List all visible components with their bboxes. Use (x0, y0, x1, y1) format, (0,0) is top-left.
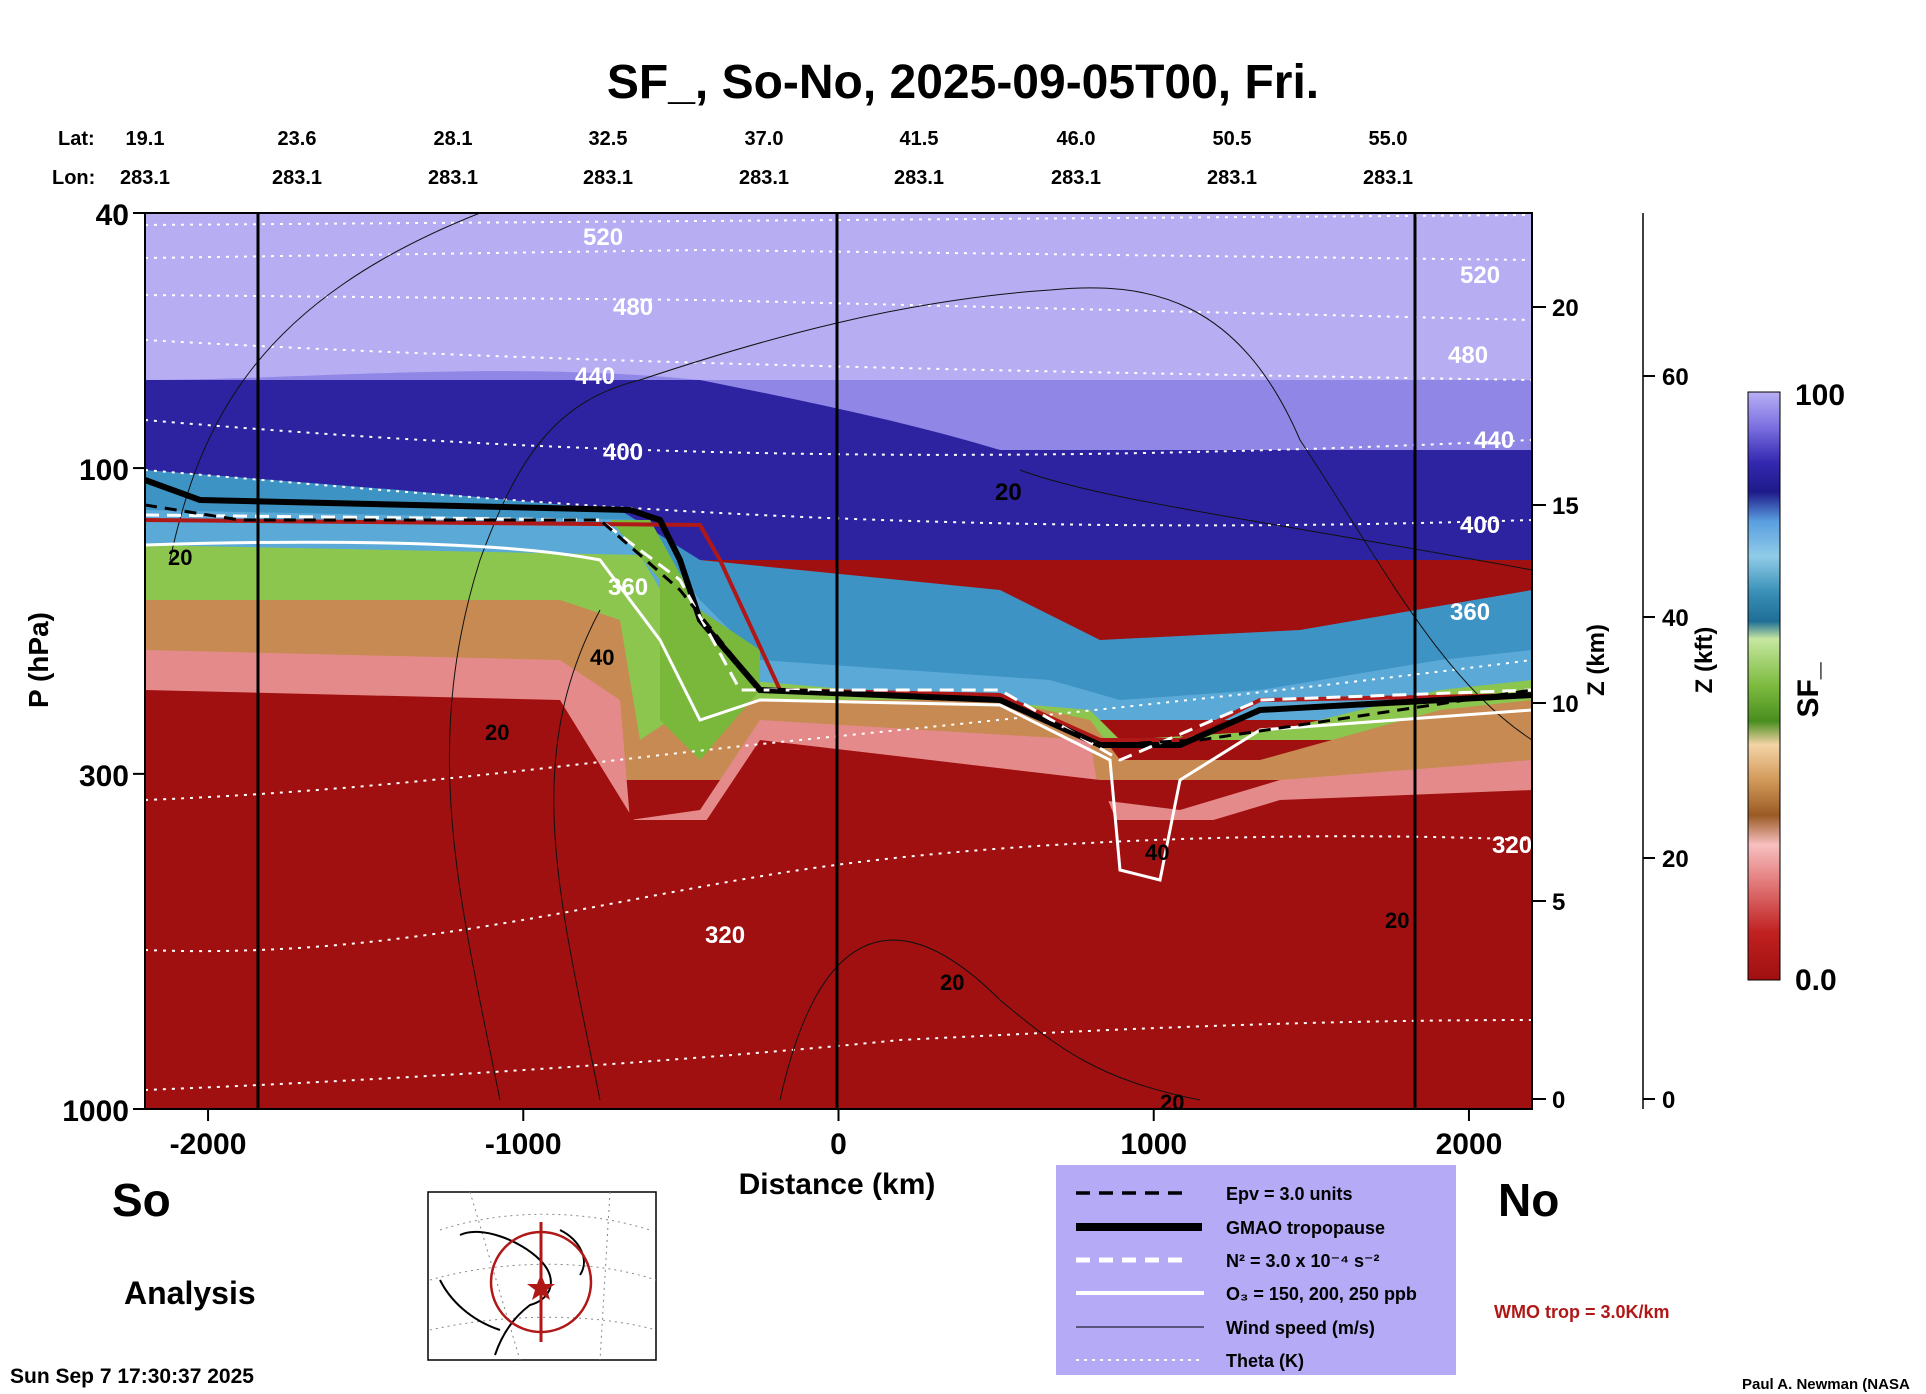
wind-label: 20 (1160, 1090, 1184, 1115)
theta-label: 440 (575, 363, 615, 390)
timestamp: Sun Sep 7 17:30:37 2025 (10, 1365, 254, 1388)
lat-label: Lat: (58, 128, 95, 150)
x-tick-label: -2000 (170, 1128, 247, 1161)
legend-label-epv: Epv = 3.0 units (1226, 1184, 1353, 1204)
lat-value: 23.6 (278, 128, 317, 150)
lon-value: 283.1 (272, 167, 322, 189)
wind-contours (169, 213, 1532, 1101)
lat-value: 28.1 (434, 128, 473, 150)
section-markers (256, 213, 1417, 1109)
y-tick-label: 300 (79, 760, 129, 793)
theta-label: 320 (1492, 832, 1532, 859)
z-km-tick-label: 0 (1552, 1087, 1565, 1114)
legend: Epv = 3.0 units GMAO tropopause N² = 3.0… (1056, 1165, 1456, 1375)
y-tick-label: 1000 (62, 1095, 129, 1128)
theta-label: 440 (1474, 427, 1514, 454)
chart-title: SF_, So-No, 2025-09-05T00, Fri. (607, 56, 1319, 109)
lon-value: 283.1 (1363, 167, 1413, 189)
wmo-label: WMO trop = 3.0K/km (1494, 1302, 1670, 1322)
wmo-tropopause-line (145, 518, 1532, 742)
z-kft-label: Z (kft) (1691, 627, 1718, 694)
lat-value: 46.0 (1057, 128, 1096, 150)
lat-value: 41.5 (900, 128, 939, 150)
legend-label-n2: N² = 3.0 x 10⁻⁴ s⁻² (1226, 1251, 1379, 1271)
contour-labels: 520 480 440 400 360 320 320 520 480 440 … (168, 224, 1532, 1115)
x-tick-label: -1000 (485, 1128, 562, 1161)
lat-value: 19.1 (126, 128, 165, 150)
theta-label: 360 (608, 574, 648, 601)
lat-value: 32.5 (589, 128, 628, 150)
legend-box (1056, 1165, 1456, 1375)
lat-value: 37.0 (745, 128, 784, 150)
colorbar-max-label: 100 (1795, 379, 1845, 412)
lon-label: Lon: (52, 167, 95, 189)
wind-label: 40 (590, 645, 614, 670)
wind-label: 20 (168, 545, 192, 570)
legend-label-ozone: O₃ = 150, 200, 250 ppb (1226, 1284, 1417, 1304)
x-tick-label: 2000 (1436, 1128, 1503, 1161)
colorbar (1747, 391, 1781, 981)
z-kft-tick-label: 20 (1662, 846, 1689, 873)
z-km-label: Z (km) (1583, 624, 1610, 696)
lon-value: 283.1 (428, 167, 478, 189)
lon-value: 283.1 (894, 167, 944, 189)
lon-value: 283.1 (1051, 167, 1101, 189)
legend-label-theta: Theta (K) (1226, 1351, 1304, 1371)
south-label: So (112, 1174, 171, 1226)
y-axis-label: P (hPa) (23, 612, 54, 708)
gmao-tropopause-line (145, 477, 1532, 748)
lat-value: 55.0 (1369, 128, 1408, 150)
north-label: No (1498, 1174, 1559, 1226)
lon-value: 283.1 (739, 167, 789, 189)
n2-contour-line (145, 513, 1532, 762)
z-km-tick-label: 20 (1552, 295, 1579, 322)
lat-value: 50.5 (1213, 128, 1252, 150)
x-axis: -2000 -1000 0 1000 2000 (170, 1109, 1503, 1161)
wind-label: 20 (485, 720, 509, 745)
colorbar-label: SF_ (1792, 662, 1825, 717)
lon-value: 283.1 (120, 167, 170, 189)
theta-label: 480 (1448, 342, 1488, 369)
theta-label: 400 (1460, 512, 1500, 539)
epv-contour-line (145, 503, 1532, 747)
y-tick-label: 100 (79, 454, 129, 487)
inset-map (427, 1191, 657, 1361)
wind-label: 20 (1385, 908, 1409, 933)
y-tick-label: 40 (96, 199, 129, 232)
wind-label: 20 (995, 479, 1022, 506)
wind-label: 40 (1145, 840, 1169, 865)
lon-value: 283.1 (1207, 167, 1257, 189)
z-kft-tick-label: 0 (1662, 1087, 1675, 1114)
x-tick-label: 0 (830, 1128, 847, 1161)
legend-label-tropopause: GMAO tropopause (1226, 1218, 1385, 1238)
x-tick-label: 1000 (1120, 1128, 1187, 1161)
z-km-tick-label: 10 (1552, 691, 1579, 718)
plot-area: 520 480 440 400 360 320 320 520 480 440 … (145, 213, 1532, 1115)
theta-label: 520 (583, 224, 623, 251)
theta-label: 360 (1450, 599, 1490, 626)
y-axis: 1000 300 100 40 (62, 199, 145, 1128)
lon-value: 283.1 (583, 167, 633, 189)
z-km-axis: 0 5 10 15 20 (1532, 295, 1579, 1114)
wind-label: 20 (940, 970, 964, 995)
theta-label: 520 (1460, 262, 1500, 289)
analysis-label: Analysis (124, 1275, 256, 1311)
z-kft-tick-label: 60 (1662, 364, 1689, 391)
z-kft-tick-label: 40 (1662, 605, 1689, 632)
z-kft-axis: 0 20 40 60 (1642, 213, 1689, 1114)
legend-label-wind: Wind speed (m/s) (1226, 1318, 1375, 1338)
theta-label: 320 (705, 922, 745, 949)
lat-lon-header: 19.1 23.6 28.1 32.5 37.0 41.5 46.0 50.5 55.0 283.… (120, 128, 1413, 189)
theta-label: 400 (603, 439, 643, 466)
credit-label: Paul A. Newman (NASA (1742, 1376, 1910, 1393)
colorbar-min-label: 0.0 (1795, 964, 1837, 997)
x-axis-label: Distance (km) (739, 1168, 936, 1201)
z-km-tick-label: 15 (1552, 493, 1579, 520)
z-km-tick-label: 5 (1552, 889, 1565, 916)
theta-label: 480 (613, 294, 653, 321)
ozone-contour-line (145, 540, 1532, 882)
